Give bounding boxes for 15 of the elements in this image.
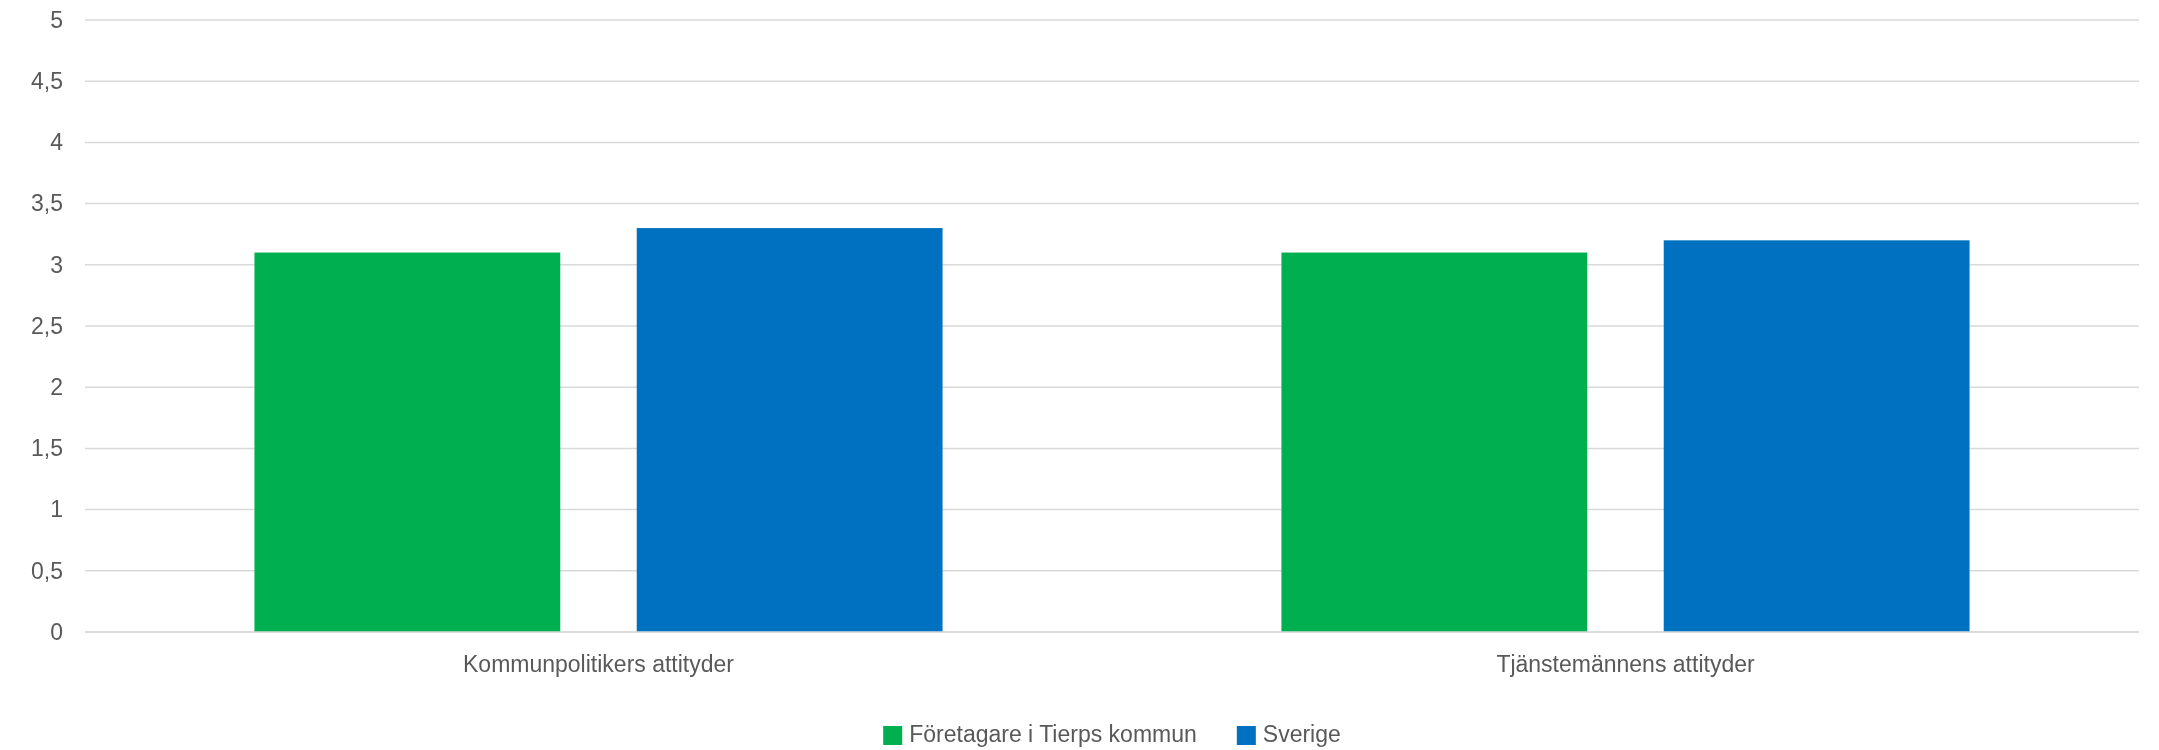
y-tick-label: 3 [50, 251, 63, 278]
y-tick-label: 3,5 [31, 190, 63, 217]
y-tick-label: 2,5 [31, 312, 63, 339]
legend-label: Företagare i Tierps kommun [909, 721, 1197, 747]
y-tick-label: 0 [50, 618, 63, 645]
y-tick-label: 0,5 [31, 557, 63, 584]
y-tick-label: 4,5 [31, 68, 63, 95]
y-tick-label: 2 [50, 374, 63, 401]
y-tick-label: 1 [50, 496, 63, 523]
y-tick-label: 1,5 [31, 435, 63, 462]
y-tick-label: 4 [50, 129, 64, 156]
x-tick-label: Tjänstemännens attityder [1496, 651, 1755, 678]
y-tick-label: 5 [50, 6, 63, 33]
x-tick-label: Kommunpolitikers attityder [463, 651, 735, 678]
legend-label: Sverige [1262, 721, 1341, 747]
